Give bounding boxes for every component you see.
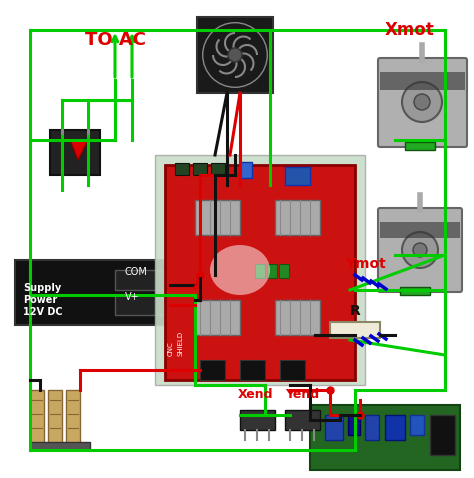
Text: CNC: CNC: [168, 341, 174, 356]
Text: COM: COM: [125, 267, 148, 277]
Circle shape: [402, 82, 442, 122]
Bar: [15, 260, 170, 325]
Bar: [155, 155, 365, 385]
Bar: [275, 300, 320, 335]
Bar: [385, 415, 405, 440]
Bar: [365, 415, 379, 440]
Bar: [175, 163, 189, 175]
Bar: [115, 295, 165, 315]
Text: Ymot: Ymot: [345, 257, 386, 271]
Bar: [30, 390, 44, 445]
Bar: [30, 442, 90, 450]
Bar: [330, 322, 380, 338]
Bar: [285, 410, 320, 430]
Bar: [195, 200, 240, 235]
Bar: [240, 360, 265, 380]
Text: Supply: Supply: [23, 283, 61, 293]
Bar: [115, 270, 165, 290]
Text: TO AC: TO AC: [85, 31, 146, 49]
Bar: [410, 415, 424, 435]
Text: 12V DC: 12V DC: [23, 307, 63, 317]
Bar: [279, 264, 289, 278]
Bar: [280, 360, 305, 380]
Bar: [267, 264, 277, 278]
Bar: [380, 222, 460, 238]
Text: SHIELD: SHIELD: [178, 331, 184, 356]
Circle shape: [414, 94, 430, 110]
Polygon shape: [70, 140, 88, 160]
FancyBboxPatch shape: [378, 208, 462, 292]
FancyBboxPatch shape: [197, 17, 273, 93]
Bar: [430, 415, 455, 455]
Text: Power: Power: [23, 295, 57, 305]
Bar: [200, 360, 225, 380]
Bar: [348, 415, 360, 435]
Bar: [275, 200, 320, 235]
Text: R: R: [350, 304, 361, 318]
Text: Yend: Yend: [285, 388, 319, 401]
Text: Xend: Xend: [238, 388, 273, 401]
Bar: [48, 390, 62, 445]
Bar: [50, 130, 100, 175]
Circle shape: [228, 48, 242, 62]
Ellipse shape: [210, 245, 270, 295]
Circle shape: [413, 243, 427, 257]
Bar: [66, 390, 80, 445]
Circle shape: [402, 232, 438, 268]
Bar: [380, 72, 465, 90]
Bar: [193, 163, 207, 175]
Bar: [255, 264, 265, 278]
Bar: [310, 405, 460, 470]
Text: V+: V+: [125, 292, 140, 302]
Bar: [405, 142, 435, 150]
Bar: [240, 162, 252, 178]
Bar: [165, 165, 355, 380]
Bar: [195, 300, 240, 335]
Bar: [211, 163, 225, 175]
Bar: [400, 287, 430, 295]
Bar: [240, 410, 275, 430]
Bar: [325, 415, 343, 440]
FancyBboxPatch shape: [378, 58, 467, 147]
Bar: [285, 167, 310, 185]
Text: Xmot: Xmot: [385, 21, 435, 39]
